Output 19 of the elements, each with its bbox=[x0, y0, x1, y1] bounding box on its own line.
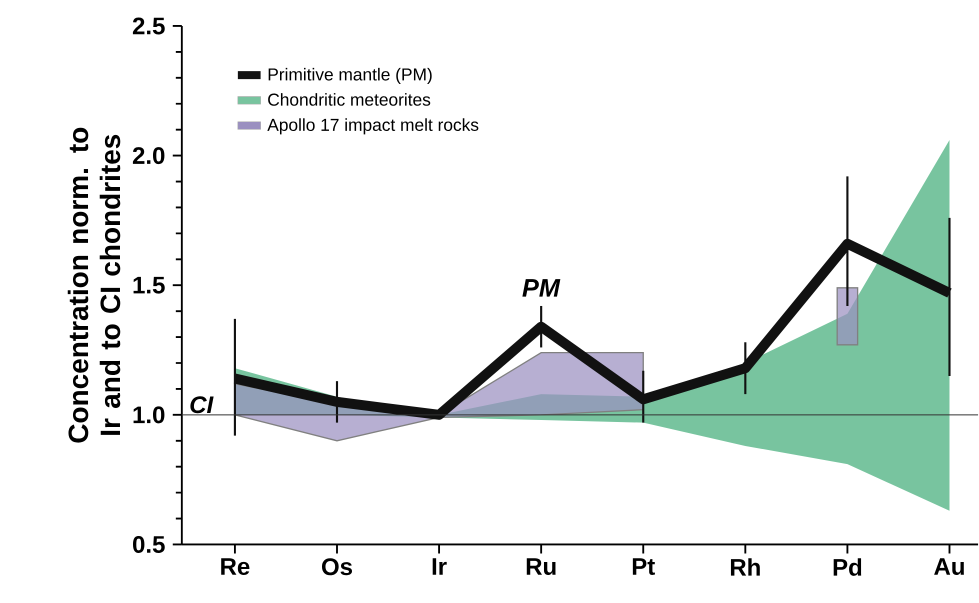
annotation: PM bbox=[522, 278, 560, 296]
x-tick-label: Ir bbox=[432, 558, 447, 575]
x-tick-label: Rh bbox=[730, 558, 760, 576]
legend-label: Chondritic meteorites bbox=[268, 92, 430, 106]
y-tick-label: 0.5 bbox=[133, 536, 165, 553]
legend-label: Apollo 17 impact melt rocks bbox=[267, 118, 478, 134]
legend-label: Primitive mantle (PM) bbox=[268, 68, 432, 84]
y-tick-label: 2.0 bbox=[132, 146, 164, 164]
y-tick-label: 1.5 bbox=[134, 276, 165, 294]
y-tick-label: 1.0 bbox=[134, 406, 164, 424]
x-tick-label: Au bbox=[934, 558, 964, 575]
x-tick-label: Re bbox=[221, 558, 250, 575]
y-tick-label: 2.5 bbox=[132, 17, 165, 34]
x-tick-label: Ru bbox=[526, 558, 556, 575]
x-tick-label: Os bbox=[322, 558, 352, 576]
x-tick-label: Pt bbox=[632, 558, 655, 575]
ref-line-label: CI bbox=[190, 396, 214, 414]
y-axis-title: Concentration norm. to Ir and to CI chondrites bbox=[68, 128, 120, 442]
x-tick-label: Pd bbox=[834, 558, 862, 576]
